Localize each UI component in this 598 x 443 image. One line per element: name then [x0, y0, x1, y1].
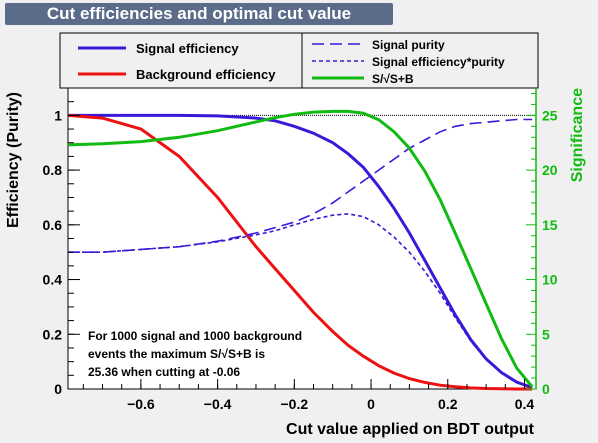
legend-label-4: S/√S+B	[372, 72, 414, 86]
series-line-4	[67, 109, 534, 388]
y-tick-label: 1	[54, 107, 62, 123]
legend-label-3: Signal efficiency*purity	[372, 55, 505, 69]
y2-tick-label: 10	[542, 272, 558, 288]
annotation-line-2: 25.36 when cutting at -0.06	[88, 365, 240, 379]
plot-frame	[67, 87, 537, 390]
y2-tick-label: 0	[542, 381, 550, 397]
legend-box	[59, 32, 539, 89]
series-line-2	[68, 118, 533, 253]
x-tick-label: −0.6	[127, 396, 155, 412]
annotation-line-1: events the maximum S/√S+B is	[88, 347, 265, 361]
y2-tick-label: 15	[542, 217, 558, 233]
annotation-line-0: For 1000 signal and 1000 background	[88, 329, 302, 343]
legend-label-2: Signal purity	[372, 38, 445, 52]
y-tick-label: 0.2	[43, 326, 63, 342]
x-tick-label: 0.4	[515, 396, 535, 412]
legend-label-1: Background efficiency	[136, 67, 276, 82]
chart-title: Cut efficiencies and optimal cut value	[5, 3, 393, 25]
series-line-0	[68, 113, 533, 390]
x-tick-label: −0.2	[281, 396, 309, 412]
y-tick-label: 0.8	[43, 162, 63, 178]
right-axis-label: Significance	[569, 88, 586, 182]
x-tick-label: 0	[367, 396, 375, 412]
x-axis-label: Cut value applied on BDT output	[286, 421, 535, 438]
x-tick-label: −0.4	[204, 396, 232, 412]
legend-label-0: Signal efficiency	[136, 41, 239, 56]
y-tick-label: 0	[54, 381, 62, 397]
y-tick-label: 0.4	[43, 272, 63, 288]
y2-tick-label: 20	[542, 162, 558, 178]
y2-tick-label: 25	[542, 107, 558, 123]
series-line-1	[67, 113, 533, 391]
x-tick-label: 0.2	[438, 396, 458, 412]
y-tick-label: 0.6	[43, 217, 63, 233]
y-axis-label: Efficiency (Purity)	[5, 92, 22, 228]
y2-tick-label: 5	[542, 326, 550, 342]
